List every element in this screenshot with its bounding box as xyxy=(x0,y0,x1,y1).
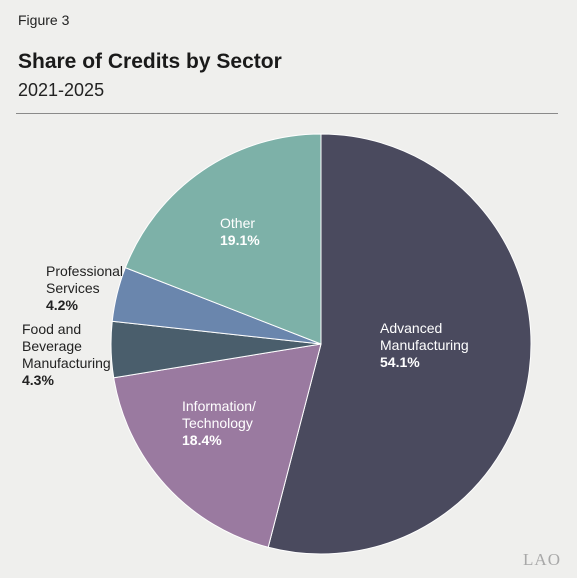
lao-logo: LAO xyxy=(523,550,561,569)
slice-category: Manufacturing xyxy=(380,337,469,353)
slice-label: Advanced Manufacturing 54.1% xyxy=(380,320,469,370)
slice-category: Services xyxy=(46,280,100,296)
slice-category: Professional xyxy=(46,263,123,279)
slice-label: Food and Beverage Manufacturing 4.3% xyxy=(22,321,111,388)
slice-category: Beverage xyxy=(22,338,82,354)
slice-percent: 4.3% xyxy=(22,372,54,388)
slice-category: Technology xyxy=(182,415,253,431)
slice-percent: 54.1% xyxy=(380,354,420,370)
slice-category: Information/ xyxy=(182,398,256,414)
pie-slice xyxy=(267,133,532,555)
slice-category: Manufacturing xyxy=(22,355,111,371)
slice-category: Food and xyxy=(22,321,81,337)
chart-subtitle: 2021-2025 xyxy=(18,80,105,100)
slice-labels: Advanced Manufacturing 54.1%Information/Te… xyxy=(22,215,469,448)
figure-label: Figure 3 xyxy=(18,12,70,28)
pie-slice xyxy=(113,343,322,548)
chart-title: Share of Credits by Sector xyxy=(18,50,282,73)
slice-label: Information/Technology 18.4% xyxy=(182,398,256,448)
slice-label: Professional Services 4.2% xyxy=(46,263,123,313)
slice-category: Other xyxy=(220,215,255,231)
slice-category: Advanced xyxy=(380,320,442,336)
slice-percent: 4.2% xyxy=(46,297,78,313)
pie-slices xyxy=(110,133,532,555)
slice-percent: 19.1% xyxy=(220,232,260,248)
pie-slice xyxy=(124,133,322,345)
slice-label: Other 19.1% xyxy=(220,215,260,248)
slice-percent: 18.4% xyxy=(182,432,222,448)
title-divider xyxy=(16,113,558,114)
